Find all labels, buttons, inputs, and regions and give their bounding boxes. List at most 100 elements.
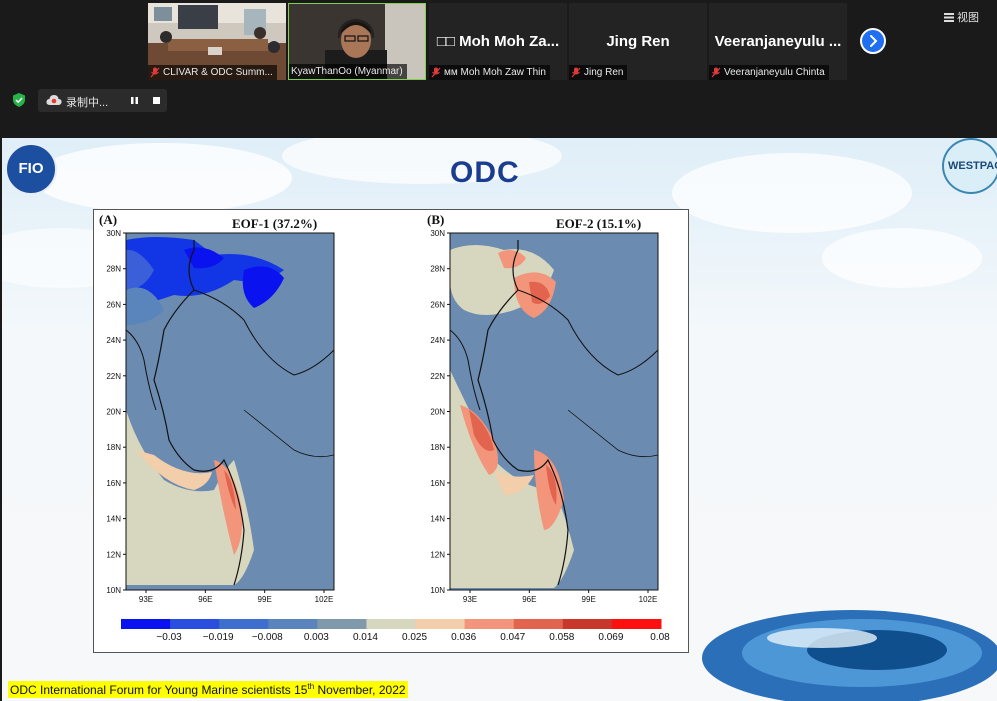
cloud-record-icon [46, 95, 62, 105]
footer-superscript: th [307, 682, 315, 691]
participant-name-4: Veeranjaneyulu Chinta [724, 67, 825, 78]
pause-icon [131, 97, 138, 104]
colorbar-label: 0.047 [500, 632, 525, 643]
odc-logo: ODC [450, 156, 520, 190]
participant-tile-2[interactable]: □□ Moh Moh Za... мм Moh Moh Zaw Thin [429, 3, 567, 80]
x-tick-label: 102E [639, 595, 658, 604]
westpac-logo: WESTPAC [942, 138, 997, 194]
y-tick-label: 24N [430, 336, 445, 345]
colorbar-segment [170, 619, 220, 629]
y-tick-label: 20N [106, 408, 121, 417]
y-tick-label: 24N [106, 336, 121, 345]
footer-text-after: November, 2022 [314, 683, 406, 697]
participant-name-1: KyawThanOo (Myanmar) [291, 66, 403, 77]
x-tick-label: 96E [198, 595, 212, 604]
colorbar-segment [268, 619, 318, 629]
colorbar-segment [513, 619, 564, 629]
next-page-button[interactable] [860, 28, 886, 54]
participant-display-3: Jing Ren [606, 33, 670, 50]
mic-muted-icon [711, 67, 721, 78]
colorbar-segment [366, 619, 417, 629]
recording-indicator: 录制中... [38, 89, 167, 112]
view-label: 视图 [957, 12, 979, 24]
recording-label: 录制中... [66, 97, 109, 109]
participant-tile-4[interactable]: Veeranjaneyulu ... Veeranjaneyulu Chinta [709, 3, 847, 80]
panel-b-title: EOF-2 (15.1%) [556, 216, 642, 231]
panel-a-title: EOF-1 (37.2%) [232, 216, 318, 231]
y-tick-label: 14N [430, 515, 445, 524]
shared-slide: FIO ODC WESTPAC [2, 138, 997, 701]
participant-tile-3[interactable]: Jing Ren Jing Ren [569, 3, 707, 80]
colorbar-label: 0.014 [353, 632, 378, 643]
meeting-toolbar: CLIVAR & ODC Summ... KyawThanOo (Myanmar… [0, 0, 997, 137]
x-tick-label: 99E [258, 595, 272, 604]
fio-logo-text: FIO [18, 160, 44, 177]
colorbar-label: 0.003 [304, 632, 329, 643]
participant-name-2: мм Moh Moh Zaw Thin [444, 67, 546, 78]
colorbar-label: −0.008 [252, 632, 283, 643]
colorbar-segment [317, 619, 367, 629]
panel-a-map [125, 233, 335, 590]
colorbar-segment [464, 619, 515, 629]
participant-tile-0[interactable]: CLIVAR & ODC Summ... [148, 3, 286, 80]
colorbar-label: 0.069 [598, 632, 623, 643]
y-tick-label: 26N [106, 300, 121, 309]
y-tick-label: 10N [106, 586, 121, 595]
y-tick-label: 18N [430, 443, 445, 452]
eof-figure: 30N 28N 26N 24N 22N 20N 18N 16N 14N 12N 10N 93E 96E 9… [93, 209, 689, 653]
colorbar-segment [219, 619, 269, 629]
slide-footer: ODC International Forum for Young Marine… [8, 681, 408, 698]
y-tick-label: 12N [106, 550, 121, 559]
sky-clouds-background [2, 138, 997, 701]
mic-muted-icon [150, 67, 160, 78]
y-tick-label: 28N [106, 265, 121, 274]
y-tick-label: 22N [430, 372, 445, 381]
x-tick-label: 93E [139, 595, 153, 604]
security-shield-icon[interactable] [13, 93, 25, 107]
colorbar-label: −0.019 [203, 632, 234, 643]
y-tick-label: 12N [430, 550, 445, 559]
panel-b-tag: (B) [427, 212, 445, 227]
colorbar-segment [415, 619, 466, 629]
mic-muted-icon [571, 67, 581, 78]
chevron-right-icon [870, 35, 878, 47]
view-button[interactable]: 视图 [944, 9, 979, 25]
y-tick-label: 28N [430, 265, 445, 274]
grid-view-icon [944, 12, 954, 22]
panel-a-tag: (A) [99, 212, 118, 227]
y-tick-label: 30N [106, 229, 121, 238]
footer-text-before: ODC International Forum for Young Marine… [10, 683, 308, 697]
participant-display-4: Veeranjaneyulu ... [714, 33, 842, 50]
x-tick-label: 102E [315, 595, 334, 604]
colorbar-label: 0.025 [402, 632, 427, 643]
westpac-logo-text: WESTPAC [948, 160, 997, 172]
colorbar-label: 0.08 [650, 632, 670, 643]
y-tick-label: 16N [430, 479, 445, 488]
participant-name-0: CLIVAR & ODC Summ... [163, 67, 273, 78]
participant-tile-1[interactable]: KyawThanOo (Myanmar) [288, 3, 426, 80]
y-tick-label: 30N [430, 229, 445, 238]
x-tick-label: 96E [522, 595, 536, 604]
stop-recording-button[interactable] [152, 96, 161, 105]
participant-display-2: □□ Moh Moh Za... [436, 33, 560, 50]
y-tick-label: 26N [430, 300, 445, 309]
y-tick-label: 20N [430, 408, 445, 417]
y-tick-label: 14N [106, 515, 121, 524]
eof-maps: 30N 28N 26N 24N 22N 20N 18N 16N 14N 12N 10N 93E 96E 9… [106, 229, 670, 643]
x-tick-label: 93E [463, 595, 477, 604]
colorbar-label: 0.058 [549, 632, 574, 643]
x-tick-label: 99E [582, 595, 596, 604]
y-tick-label: 16N [106, 479, 121, 488]
colorbar-segment [611, 619, 662, 629]
y-tick-label: 18N [106, 443, 121, 452]
fio-logo: FIO [5, 143, 57, 195]
pause-recording-button[interactable] [130, 96, 139, 105]
y-tick-label: 22N [106, 372, 121, 381]
colorbar-segment [562, 619, 613, 629]
colorbar-label: 0.036 [451, 632, 476, 643]
y-tick-label: 10N [430, 586, 445, 595]
stop-icon [153, 97, 160, 104]
colorbar-segment [121, 619, 171, 629]
odc-logo-text: ODC [450, 156, 520, 189]
colorbar-label: −0.03 [156, 632, 182, 643]
